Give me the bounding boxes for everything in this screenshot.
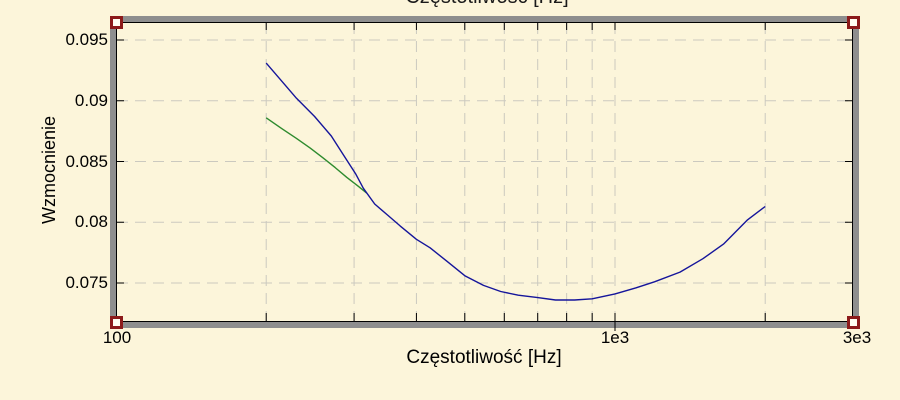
- plot-canvas[interactable]: [116, 22, 853, 331]
- resize-handle-bottom-right[interactable]: [847, 316, 860, 329]
- y-tick-label: 0.095: [65, 30, 108, 49]
- resize-handle-bottom-left[interactable]: [110, 316, 123, 329]
- resize-handle-top-right[interactable]: [847, 16, 860, 29]
- clipped-upper-xaxis-label: Częstotliwość [Hz]: [405, 0, 568, 9]
- gain-curve-blue[interactable]: [265, 62, 766, 301]
- y-axis-title: Wzmocnienie: [39, 115, 59, 225]
- axis-border: [116, 22, 853, 322]
- y-tick-label: 0.08: [74, 212, 108, 231]
- plot-frame: [110, 16, 859, 331]
- y-tick-label: 0.085: [65, 152, 108, 171]
- x-tick-label: 1e3: [600, 328, 630, 347]
- x-tick-label: 3e3: [842, 328, 872, 347]
- resize-handle-top-left[interactable]: [110, 16, 123, 29]
- y-tick-label: 0.075: [65, 273, 108, 292]
- gain-curve-green[interactable]: [265, 117, 368, 194]
- y-tick-label: 0.09: [74, 91, 108, 110]
- x-axis-title: Częstotliwość [Hz]: [406, 347, 562, 368]
- x-tick-label: 100: [102, 328, 132, 347]
